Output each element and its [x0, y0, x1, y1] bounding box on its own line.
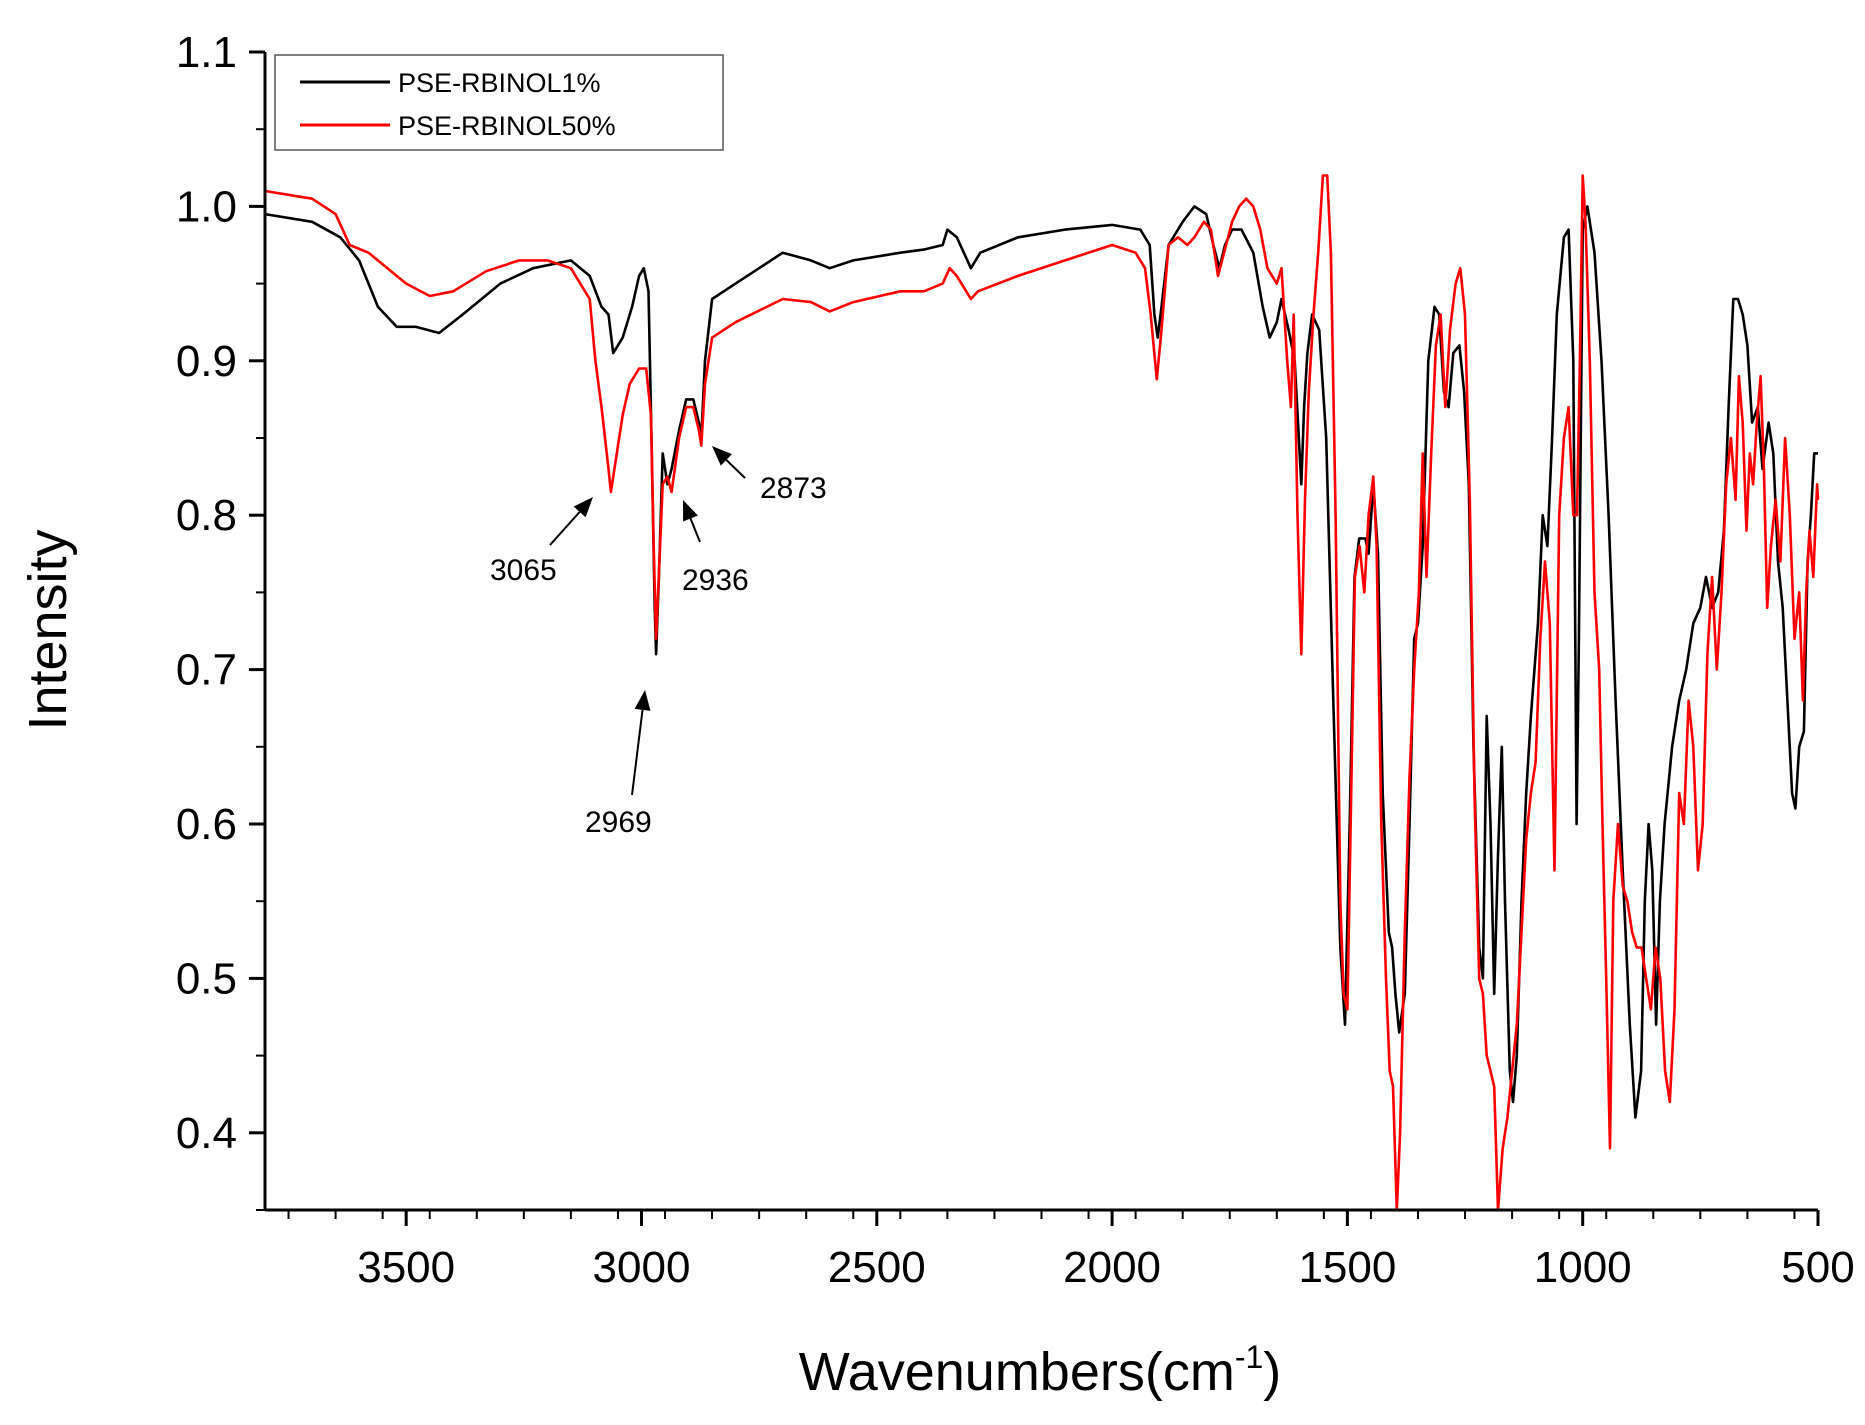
x-tick-label: 1500 — [1298, 1243, 1396, 1292]
annotation-arrow-head — [712, 446, 732, 466]
annotation-2873: 2873 — [712, 446, 827, 505]
y-ticks: 0.4 0.5 0.6 0.7 0.8 0.9 1.0 1.1 — [176, 28, 265, 1211]
series-layer — [264, 174, 1820, 1212]
annotation-arrow-head — [634, 690, 651, 711]
y-tick-label: 0.7 — [176, 646, 237, 695]
series-line-1 — [264, 205, 1818, 1119]
annotation-arrow-line — [689, 518, 701, 543]
legend-box — [274, 54, 724, 151]
legend-label-series-2: PSE-RBINOL50% — [398, 111, 616, 141]
x-axis-title-main: Wavenumbers(cm — [799, 1342, 1235, 1402]
x-tick-label: 500 — [1781, 1243, 1854, 1292]
x-tick-label: 3500 — [357, 1243, 455, 1292]
annotation-3065: 3065 — [490, 497, 593, 587]
y-tick-label: 0.8 — [176, 491, 237, 540]
annotation-arrow-head — [683, 500, 698, 522]
y-tick-label: 0.6 — [176, 800, 237, 849]
annotation-2969: 2969 — [585, 690, 652, 839]
annotation-2936: 2936 — [682, 500, 749, 597]
x-tick-label: 2500 — [828, 1243, 926, 1292]
y-tick-label: 0.4 — [176, 1109, 237, 1158]
annotations: 3065 2969 2936 2873 — [490, 446, 827, 839]
series-line-2 — [264, 174, 1820, 1212]
annotation-arrow-line — [725, 459, 746, 479]
annotation-label: 2969 — [585, 806, 652, 839]
annotation-label: 3065 — [490, 554, 557, 587]
annotation-arrow-line — [631, 709, 644, 796]
y-tick-label: 1.1 — [176, 28, 237, 77]
x-tick-label: 2000 — [1063, 1243, 1161, 1292]
y-axis-title: Intensity — [18, 529, 78, 730]
y-tick-label: 0.5 — [176, 954, 237, 1003]
y-tick-label: 1.0 — [176, 182, 237, 231]
annotation-arrow-line — [549, 511, 581, 546]
annotation-label: 2936 — [682, 564, 749, 597]
x-axis-title-superscript: -1 — [1235, 1339, 1263, 1375]
x-axis-title-close: ) — [1263, 1342, 1281, 1402]
x-axis-title: Wavenumbers(cm-1) — [799, 1339, 1282, 1402]
y-tick-label: 0.9 — [176, 337, 237, 386]
x-tick-label: 3000 — [593, 1243, 691, 1292]
legend: PSE-RBINOL1% PSE-RBINOL50% — [274, 54, 724, 151]
x-tick-label: 1000 — [1534, 1243, 1632, 1292]
annotation-arrow-head — [573, 497, 593, 518]
legend-label-series-1: PSE-RBINOL1% — [398, 68, 601, 98]
annotation-label: 2873 — [760, 472, 827, 505]
x-ticks: 3500 3000 2500 2000 1500 1000 500 — [287, 1210, 1855, 1292]
